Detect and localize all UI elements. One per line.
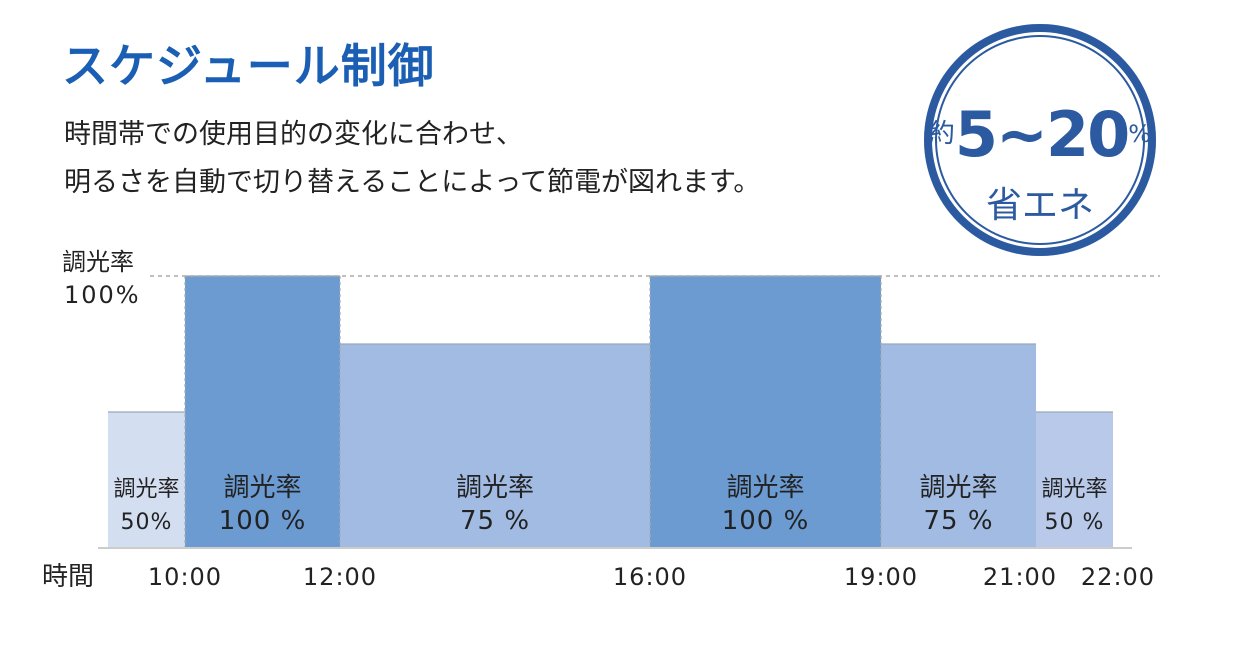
bar-label-value-1: 100 % (219, 506, 307, 536)
schedule-bar-2 (340, 344, 650, 548)
badge-savings-range: 約5~20% (924, 98, 1156, 171)
bar-label-title-2: 調光率 (456, 473, 534, 503)
schedule-bar-3 (650, 276, 881, 548)
bar-label-value-5: 50 % (1045, 510, 1105, 535)
y-axis-max-label: 100% (64, 281, 141, 309)
bar-label-title-4: 調光率 (919, 473, 997, 503)
badge-percent-sign: % (1128, 120, 1152, 148)
x-tick-label-1: 12:00 (303, 563, 377, 591)
page-title: スケジュール制御 (62, 39, 435, 93)
bar-label-value-0: 50% (121, 510, 173, 535)
bar-label-title-1: 調光率 (223, 473, 301, 503)
description-line-1: 時間帯での使用目的の変化に合わせ、 (64, 119, 523, 150)
x-tick-label-5: 22:00 (1081, 563, 1155, 591)
y-axis-label: 調光率 (62, 248, 134, 276)
badge-range-value: 5~20 (954, 98, 1130, 171)
badge-label: 省エネ (985, 185, 1094, 226)
energy-saving-badge: 約5~20% 省エネ (924, 24, 1156, 256)
bar-label-title-5: 調光率 (1041, 477, 1107, 502)
schedule-bar-5 (1036, 412, 1113, 548)
x-axis-label: 時間 (42, 562, 94, 592)
x-tick-label-0: 10:00 (148, 563, 222, 591)
bar-label-value-3: 100 % (722, 506, 810, 536)
badge-approx: 約 (928, 119, 955, 149)
bar-label-title-0: 調光率 (113, 477, 179, 502)
bar-label-value-4: 75 % (923, 506, 993, 536)
bar-label-value-2: 75 % (460, 506, 530, 536)
description-line-2: 明るさを自動で切り替えることによって節電が図れます。 (64, 167, 761, 198)
x-tick-label-2: 16:00 (613, 563, 687, 591)
schedule-bar-4 (881, 344, 1036, 548)
x-tick-label-4: 21:00 (983, 563, 1057, 591)
schedule-bar-0 (108, 412, 185, 548)
schedule-bar-1 (185, 276, 340, 548)
x-tick-label-3: 19:00 (844, 563, 918, 591)
bar-label-title-3: 調光率 (726, 473, 804, 503)
